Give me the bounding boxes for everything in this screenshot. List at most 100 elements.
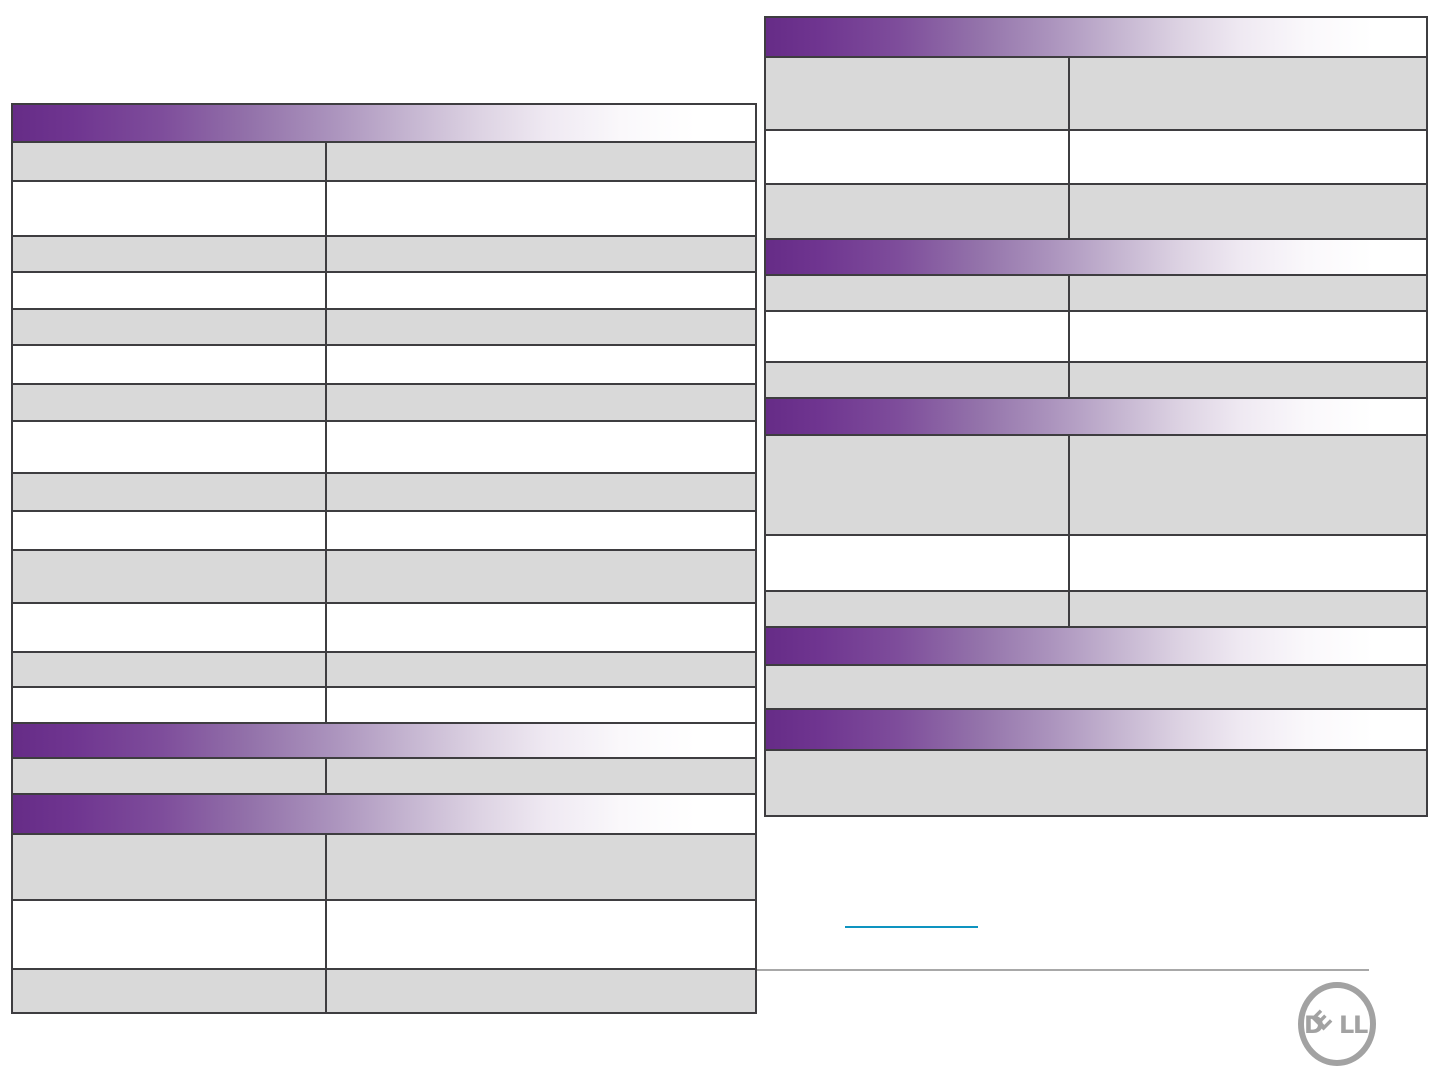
spec-label-cell xyxy=(764,183,1070,240)
spec-value-cell xyxy=(325,686,757,724)
spec-value-cell xyxy=(1068,434,1428,536)
table-row xyxy=(764,664,1428,710)
spec-label-cell xyxy=(11,602,327,653)
spec-value-cell xyxy=(325,757,757,795)
spec-label-cell xyxy=(11,344,327,385)
spec-label-cell xyxy=(764,310,1070,363)
table-row xyxy=(764,749,1428,817)
logo-letter-d: D xyxy=(1304,1011,1324,1039)
table-row xyxy=(11,651,757,688)
section-header-bar xyxy=(764,626,1428,666)
table-row xyxy=(11,271,757,310)
hyperlink-underline[interactable] xyxy=(845,926,978,928)
logo-letter-l1: L xyxy=(1339,1011,1354,1039)
spec-label-cell xyxy=(764,534,1070,592)
spec-value-cell xyxy=(325,510,757,551)
spec-value-cell xyxy=(325,833,757,901)
spec-value-cell xyxy=(325,968,757,1014)
table-row xyxy=(11,510,757,551)
table-row xyxy=(11,833,757,901)
dell-logo-icon: D E L L xyxy=(1297,981,1377,1067)
spec-value-cell xyxy=(1068,310,1428,363)
table-row xyxy=(764,274,1428,312)
spec-value-cell xyxy=(325,271,757,310)
spec-value-cell xyxy=(1068,129,1428,185)
spec-label-cell xyxy=(11,420,327,474)
section-header-bar xyxy=(764,708,1428,751)
spec-value-cell xyxy=(325,141,757,182)
spec-value-cell xyxy=(325,344,757,385)
table-row xyxy=(11,344,757,385)
spec-label-cell xyxy=(11,651,327,688)
table-row xyxy=(764,183,1428,240)
spec-value-cell xyxy=(325,420,757,474)
table-row xyxy=(764,708,1428,751)
table-row xyxy=(764,626,1428,666)
section-header-bar xyxy=(764,397,1428,436)
spec-label-cell xyxy=(11,549,327,604)
spec-value-cell xyxy=(325,651,757,688)
table-row xyxy=(11,420,757,474)
table-row xyxy=(764,434,1428,536)
table-row xyxy=(764,238,1428,276)
table-row xyxy=(11,968,757,1014)
spec-value-cell xyxy=(1068,361,1428,399)
table-row xyxy=(11,549,757,604)
section-header-bar xyxy=(764,238,1428,276)
table-row xyxy=(11,180,757,237)
table-row xyxy=(764,56,1428,131)
spec-label-cell xyxy=(764,361,1070,399)
spec-value-cell xyxy=(325,308,757,346)
spec-label-cell xyxy=(764,129,1070,185)
spec-value-cell xyxy=(325,180,757,237)
spec-value-cell xyxy=(325,383,757,422)
table-row xyxy=(764,534,1428,592)
spec-label-cell xyxy=(764,590,1070,628)
spec-label-cell xyxy=(11,510,327,551)
footer-divider xyxy=(757,969,1369,971)
spec-label-cell xyxy=(11,899,327,970)
spec-label-cell xyxy=(11,686,327,724)
table-row xyxy=(11,602,757,653)
table-row xyxy=(11,235,757,273)
section-header-bar xyxy=(764,16,1428,58)
spec-value-cell xyxy=(1068,534,1428,592)
spec-value-cell xyxy=(325,602,757,653)
table-row xyxy=(764,129,1428,185)
spec-value-cell xyxy=(1068,590,1428,628)
table-row xyxy=(11,686,757,724)
spec-label-cell xyxy=(11,180,327,237)
logo-letter-l2: L xyxy=(1353,1011,1368,1039)
spec-label-cell xyxy=(764,274,1070,312)
spec-label-cell xyxy=(11,141,327,182)
table-row xyxy=(11,103,757,143)
table-row xyxy=(764,590,1428,628)
section-header-bar xyxy=(11,793,757,835)
spec-value-cell xyxy=(1068,183,1428,240)
spec-full-cell xyxy=(764,664,1428,710)
spec-label-cell xyxy=(11,472,327,512)
table-row xyxy=(764,397,1428,436)
table-row xyxy=(11,472,757,512)
table-row xyxy=(764,310,1428,363)
spec-full-cell xyxy=(764,749,1428,817)
spec-label-cell xyxy=(11,235,327,273)
table-row xyxy=(11,141,757,182)
spec-label-cell xyxy=(11,757,327,795)
table-row xyxy=(764,361,1428,399)
spec-value-cell xyxy=(325,235,757,273)
spec-value-cell xyxy=(325,899,757,970)
spec-label-cell xyxy=(11,383,327,422)
spec-value-cell xyxy=(1068,56,1428,131)
table-row xyxy=(11,308,757,346)
spec-value-cell xyxy=(325,472,757,512)
spec-label-cell xyxy=(764,434,1070,536)
table-row xyxy=(11,899,757,970)
section-header-bar xyxy=(11,103,757,143)
spec-label-cell xyxy=(764,56,1070,131)
spec-value-cell xyxy=(325,549,757,604)
spec-value-cell xyxy=(1068,274,1428,312)
table-row xyxy=(11,757,757,795)
right-spec-table xyxy=(764,16,1428,817)
